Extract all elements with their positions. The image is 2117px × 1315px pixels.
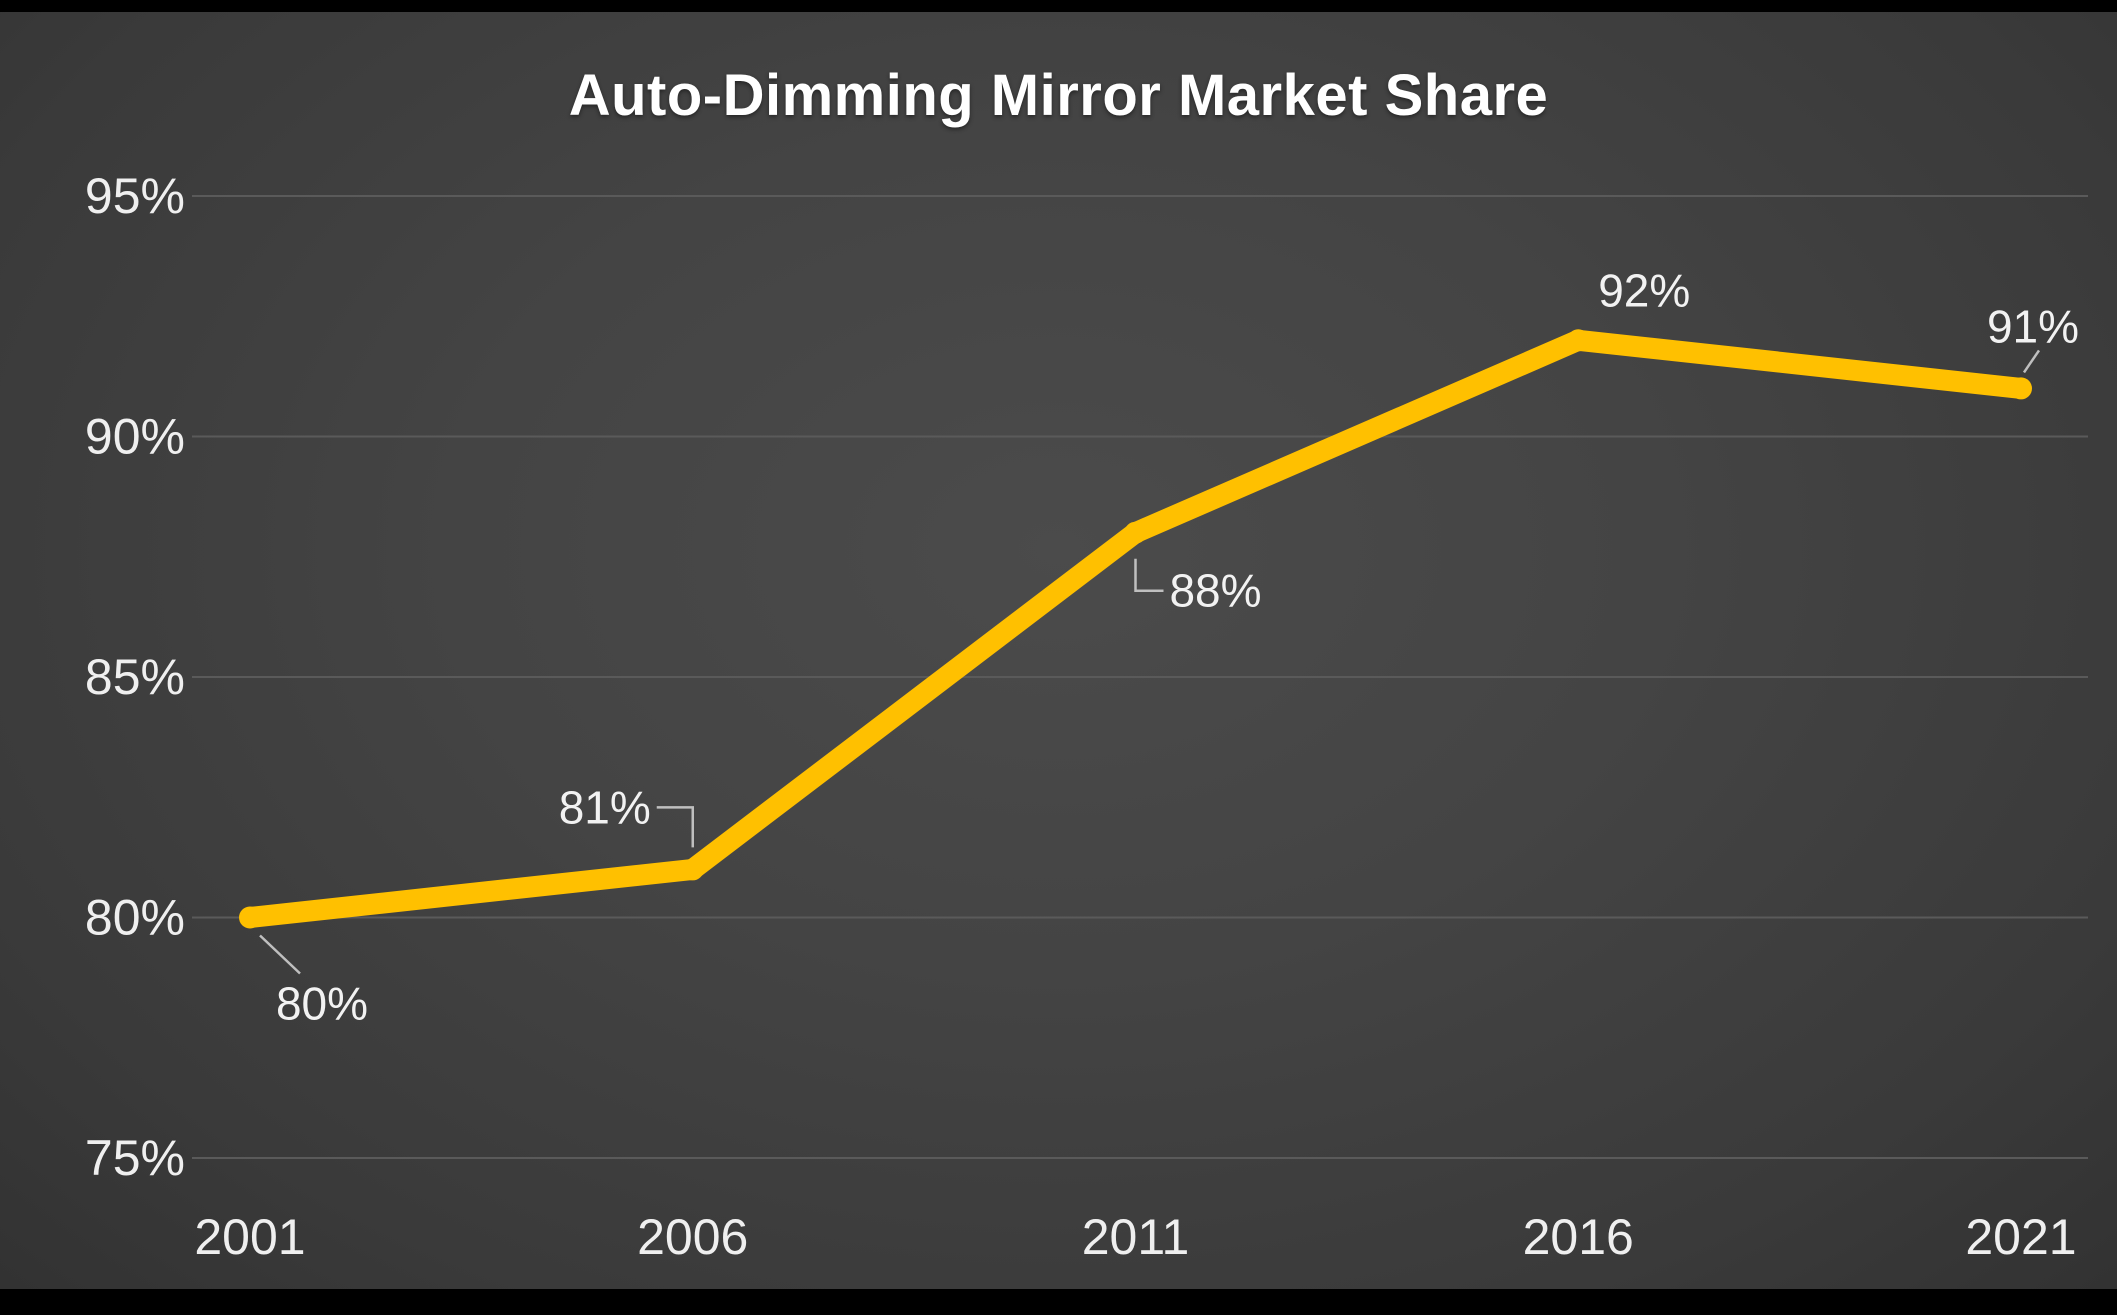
x-tick-label: 2006 bbox=[637, 1209, 748, 1265]
y-tick-label: 85% bbox=[85, 649, 185, 705]
data-label: 91% bbox=[1987, 300, 2079, 352]
data-label-leader bbox=[2022, 349, 2041, 374]
y-tick-label: 90% bbox=[85, 409, 185, 465]
data-point-marker bbox=[681, 858, 704, 881]
data-point-marker bbox=[1567, 329, 1590, 352]
data-label: 88% bbox=[1169, 565, 1261, 617]
x-tick-label: 2021 bbox=[1965, 1209, 2076, 1265]
data-point-marker bbox=[239, 906, 261, 929]
data-label-leader bbox=[656, 806, 694, 848]
data-label: 92% bbox=[1598, 264, 1690, 316]
chart-title: Auto-Dimming Mirror Market Share bbox=[568, 63, 1549, 128]
y-tick-label: 75% bbox=[85, 1130, 185, 1186]
data-label-leader bbox=[1134, 558, 1164, 592]
x-tick-label: 2016 bbox=[1523, 1209, 1634, 1265]
data-point-marker bbox=[1124, 521, 1147, 544]
data-label: 81% bbox=[559, 781, 651, 833]
data-label: 80% bbox=[276, 978, 368, 1030]
y-tick-label: 95% bbox=[85, 168, 185, 224]
x-tick-label: 2011 bbox=[1082, 1209, 1190, 1265]
series-line bbox=[239, 329, 2032, 928]
data-label-leader bbox=[259, 934, 301, 975]
x-tick-label: 2001 bbox=[194, 1209, 305, 1265]
data-point-marker bbox=[2010, 377, 2032, 400]
chart-panel: Auto-Dimming Mirror Market Share 75% 80% 8… bbox=[0, 12, 2117, 1289]
y-tick-label: 80% bbox=[85, 890, 185, 946]
line-chart: 75% 80% 85% 90% 95% 2001 2006 2011 2016 2021 80% 81… bbox=[85, 168, 2088, 1265]
